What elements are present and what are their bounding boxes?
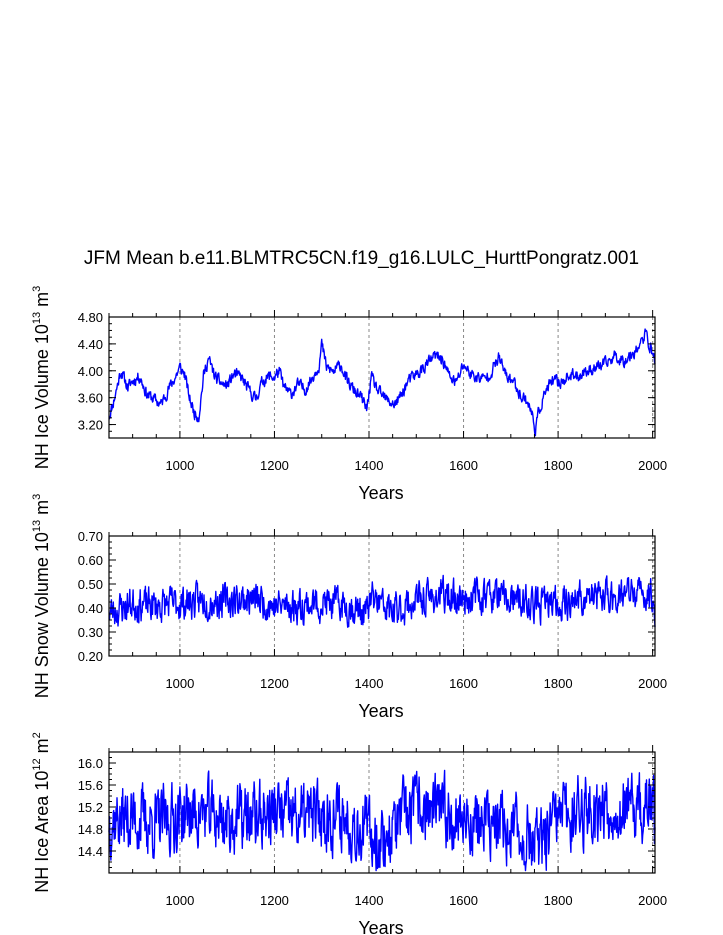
- y-tick-label: 14.8: [78, 822, 103, 837]
- y-tick-label: 0.40: [78, 601, 103, 616]
- y-tick-label: 0.20: [78, 649, 103, 664]
- y-tick-label: 0.30: [78, 625, 103, 640]
- x-tick-label: 1600: [449, 676, 478, 691]
- data-series-line: [108, 328, 656, 437]
- ice-area-panel: 14.4 14.8 15.2 15.6 16.0 1000 1200 1400 1600 1800…: [31, 732, 667, 935]
- y-axis-label-main: NH Ice Area 10: [32, 771, 52, 893]
- data-series-line: [108, 574, 656, 628]
- y-tick-label: 3.60: [78, 391, 103, 406]
- x-tick-label: 1400: [355, 458, 384, 473]
- y-axis-label: NH Ice Volume 1013 m3: [31, 286, 52, 469]
- x-tick-label: 1200: [260, 458, 289, 473]
- y-tick-label: 0.70: [78, 529, 103, 544]
- x-tick-label: 1600: [449, 893, 478, 908]
- x-axis-label: Years: [358, 918, 403, 935]
- x-tick-label: 1000: [165, 676, 194, 691]
- x-tick-label: 1000: [165, 458, 194, 473]
- y-tick-label: 15.6: [78, 778, 103, 793]
- x-tick-label: 1200: [260, 893, 289, 908]
- y-axis-label: NH Snow Volume 1013 m3: [31, 494, 52, 698]
- y-axis-label-exponent: 13: [31, 312, 43, 324]
- y-axis-label-unit: m: [32, 500, 52, 520]
- x-tick-label: 2000: [638, 458, 667, 473]
- x-tick-label: 1800: [544, 676, 573, 691]
- y-axis-label-main: NH Ice Volume 10: [32, 324, 52, 469]
- y-axis-label-exponent: 12: [31, 758, 43, 770]
- y-tick-label: 15.2: [78, 800, 103, 815]
- y-axis-label: NH Ice Area 1012 m2: [31, 732, 52, 892]
- y-tick-label: 0.60: [78, 553, 103, 568]
- snow-volume-panel: 0.20 0.30 0.40 0.50 0.60 0.70 1000 1200 1400 1600…: [31, 494, 667, 721]
- x-tick-label: 1800: [544, 893, 573, 908]
- y-axis-label-unit-exponent: 2: [31, 732, 43, 738]
- x-tick-label: 1800: [544, 458, 573, 473]
- y-tick-label: 14.4: [78, 844, 103, 859]
- x-tick-label: 2000: [638, 676, 667, 691]
- x-tick-label: 2000: [638, 893, 667, 908]
- x-tick-label: 1400: [355, 676, 384, 691]
- y-axis-label-unit-exponent: 3: [31, 494, 43, 500]
- x-tick-label: 1600: [449, 458, 478, 473]
- x-axis-label: Years: [358, 701, 403, 721]
- y-axis-label-main: NH Snow Volume 10: [32, 532, 52, 698]
- y-axis-label-unit: m: [32, 738, 52, 758]
- x-tick-label: 1000: [165, 893, 194, 908]
- y-tick-label: 4.80: [78, 310, 103, 325]
- ice-volume-panel: 3.20 3.60 4.00 4.40 4.80 1000 1200 1400 1600 1800…: [31, 286, 667, 503]
- figure-title: JFM Mean b.e11.BLMTRC5CN.f19_g16.LULC_Hu…: [83, 248, 640, 269]
- y-tick-label: 0.50: [78, 577, 103, 592]
- x-tick-label: 1200: [260, 676, 289, 691]
- y-axis-label-unit-exponent: 3: [31, 286, 43, 292]
- data-series-line: [108, 769, 656, 872]
- x-axis-label: Years: [358, 483, 403, 503]
- y-tick-label: 3.20: [78, 418, 103, 433]
- y-axis-label-exponent: 13: [31, 520, 43, 532]
- y-tick-label: 4.40: [78, 337, 103, 352]
- y-tick-label: 16.0: [78, 756, 103, 771]
- y-tick-label: 4.00: [78, 364, 103, 379]
- x-tick-label: 1400: [355, 893, 384, 908]
- y-axis-label-unit: m: [32, 292, 52, 312]
